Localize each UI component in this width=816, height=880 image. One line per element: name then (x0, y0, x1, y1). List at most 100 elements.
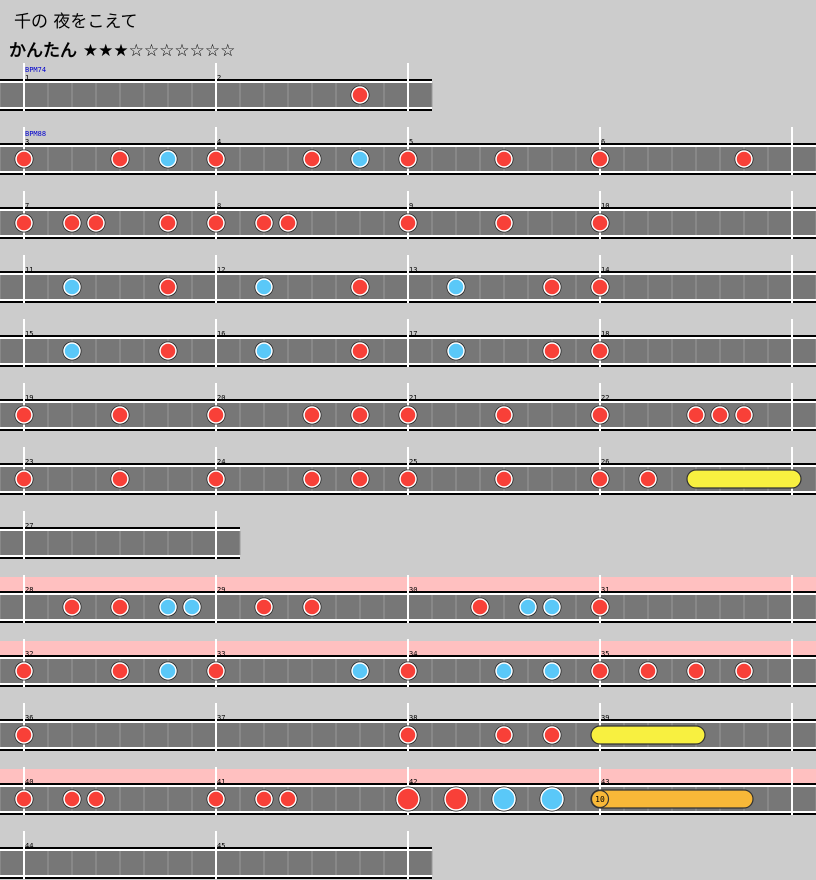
don-note (399, 662, 417, 680)
don-note (351, 470, 369, 488)
don-note (735, 406, 753, 424)
bar-number: 26 (601, 458, 609, 466)
don-note (543, 726, 561, 744)
bar-number: 33 (217, 650, 225, 658)
don-note (591, 598, 609, 616)
bar-number: 14 (601, 266, 609, 274)
don-note (63, 214, 81, 232)
bar-line (23, 575, 25, 623)
don-note (591, 150, 609, 168)
difficulty-stars: ★★★☆☆☆☆☆☆☆ (82, 41, 236, 61)
bar-number: 25 (409, 458, 417, 466)
score-row: 40 41 42 43 10 (0, 767, 816, 815)
don-note (687, 662, 705, 680)
don-note (495, 726, 513, 744)
don-note (351, 406, 369, 424)
don-note (711, 406, 729, 424)
bar-line (215, 575, 217, 623)
don-note (351, 342, 369, 360)
bar-line-end (407, 63, 409, 111)
ka-note (447, 342, 465, 360)
don-note (735, 662, 753, 680)
ka-note (351, 150, 369, 168)
don-note (495, 470, 513, 488)
bar-line (215, 703, 217, 751)
bar-line-end (791, 767, 793, 815)
score-row: 28 29 30 31 (0, 575, 816, 623)
ka-note (183, 598, 201, 616)
don-note (159, 278, 177, 296)
bar-number: 34 (409, 650, 417, 658)
bar-number: 4 (217, 138, 221, 146)
bar-line (215, 319, 217, 367)
bar-line (215, 255, 217, 303)
bar-number: 23 (25, 458, 33, 466)
ka-note (351, 662, 369, 680)
don-note (495, 150, 513, 168)
bar-line (215, 831, 217, 879)
don-note (303, 406, 321, 424)
bar-number: 27 (25, 522, 33, 530)
bar-line-end (791, 255, 793, 303)
bar-number: 21 (409, 394, 417, 402)
bar-number: 35 (601, 650, 609, 658)
don-note (303, 470, 321, 488)
difficulty-label: かんたん ★★★☆☆☆☆☆☆☆ (9, 36, 235, 61)
score-row: 27 (0, 511, 241, 559)
bar-number: 7 (25, 202, 29, 210)
bar-line (407, 255, 409, 303)
don-note (207, 470, 225, 488)
bar-line-end (791, 127, 793, 175)
bar-number: 39 (601, 714, 609, 722)
don-note (351, 86, 369, 104)
bar-line (23, 63, 25, 111)
bar-number: 13 (409, 266, 417, 274)
drumroll-note (686, 469, 802, 489)
bar-number: 6 (601, 138, 605, 146)
don-note (63, 790, 81, 808)
bar-number: 20 (217, 394, 225, 402)
bar-number: 10 (601, 202, 609, 210)
bar-number: 9 (409, 202, 413, 210)
don-note (111, 470, 129, 488)
bar-number: 29 (217, 586, 225, 594)
bar-number: 5 (409, 138, 413, 146)
don-note (399, 470, 417, 488)
don-note (15, 214, 33, 232)
balloon-note (590, 789, 754, 809)
bar-number: 18 (601, 330, 609, 338)
don-note (639, 662, 657, 680)
bar-number: 3 (25, 138, 29, 146)
bar-line (23, 255, 25, 303)
bar-number: 12 (217, 266, 225, 274)
bar-line-end (791, 319, 793, 367)
song-title: 千の 夜をこえて (14, 12, 138, 32)
score-row: 23 24 25 26 (0, 447, 816, 495)
bar-number: 15 (25, 330, 33, 338)
ka-note (543, 662, 561, 680)
bar-number: 22 (601, 394, 609, 402)
bar-line-end (791, 639, 793, 687)
bar-number: 37 (217, 714, 225, 722)
don-note (591, 662, 609, 680)
don-note (87, 214, 105, 232)
bar-number: 30 (409, 586, 417, 594)
don-note (15, 470, 33, 488)
don-note (15, 662, 33, 680)
bar-number: 8 (217, 202, 221, 210)
ka-note (447, 278, 465, 296)
don-note (159, 342, 177, 360)
don-note (687, 406, 705, 424)
don-note (207, 662, 225, 680)
bar-number: 11 (25, 266, 33, 274)
ka-note (543, 598, 561, 616)
big-don-note (444, 787, 468, 811)
don-note (207, 150, 225, 168)
don-note (111, 598, 129, 616)
don-note (399, 214, 417, 232)
bar-number: 19 (25, 394, 33, 402)
bar-number: 36 (25, 714, 33, 722)
